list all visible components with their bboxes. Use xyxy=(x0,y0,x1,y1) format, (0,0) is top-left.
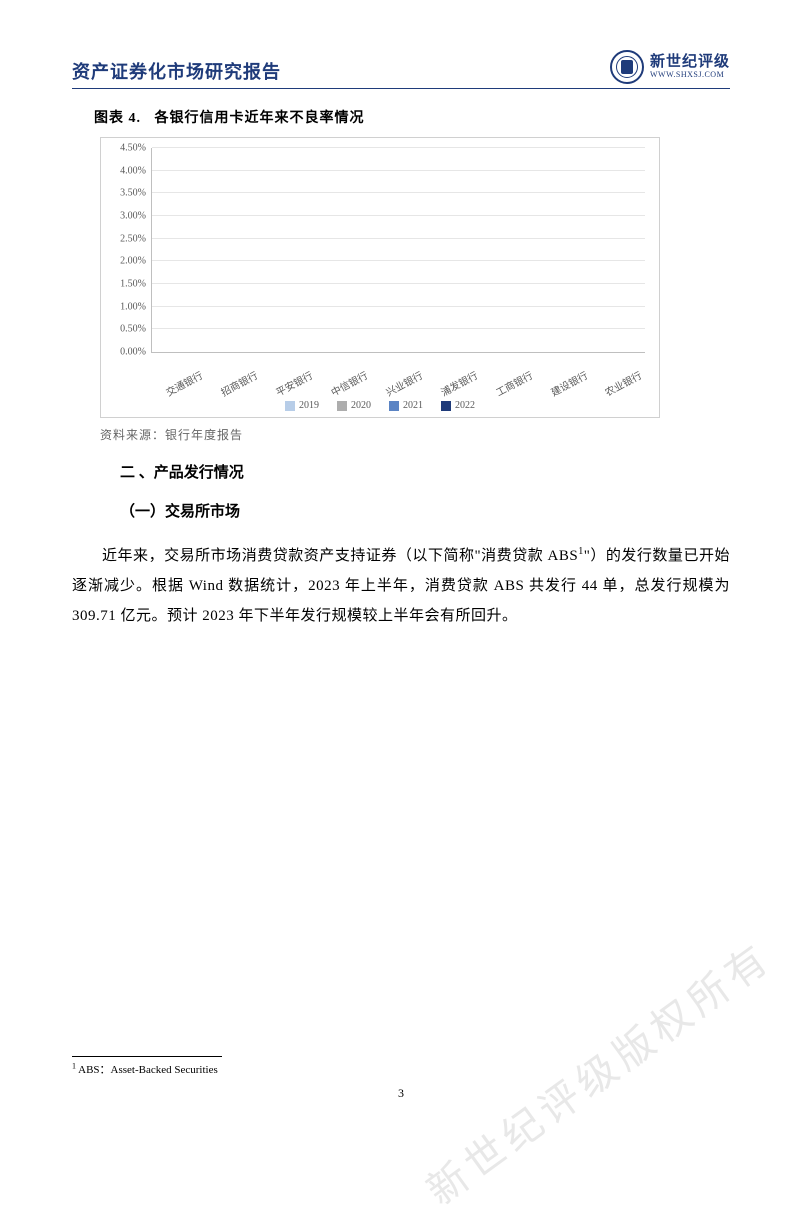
gridline xyxy=(152,306,645,307)
y-tick-label: 3.00% xyxy=(106,211,146,222)
gridline xyxy=(152,215,645,216)
legend-item: 2020 xyxy=(337,400,371,411)
x-tick-label: 农业银行 xyxy=(602,367,644,399)
watermark-text: 新世纪评级版权所有 xyxy=(413,926,782,1216)
legend-item: 2019 xyxy=(285,400,319,411)
gridline xyxy=(152,328,645,329)
footnote-rule xyxy=(72,1056,222,1057)
section-heading-2: 二 、产品发行情况 xyxy=(120,461,730,482)
gridline xyxy=(152,170,645,171)
y-tick-label: 1.50% xyxy=(106,279,146,290)
legend-label: 2022 xyxy=(455,400,475,411)
x-tick-label: 平安银行 xyxy=(273,367,315,399)
legend-item: 2021 xyxy=(389,400,423,411)
legend-label: 2021 xyxy=(403,400,423,411)
section-heading-3: （一）交易所市场 xyxy=(120,500,730,521)
y-tick-label: 3.50% xyxy=(106,188,146,199)
y-tick-label: 2.50% xyxy=(106,233,146,244)
legend-swatch-icon xyxy=(337,401,347,411)
y-tick-label: 1.00% xyxy=(106,301,146,312)
legend-item: 2022 xyxy=(441,400,475,411)
figure-caption: 图表 4. 各银行信用卡近年来不良率情况 xyxy=(94,107,730,127)
y-tick-label: 2.00% xyxy=(106,256,146,267)
figure-title-text: 各银行信用卡近年来不良率情况 xyxy=(155,111,365,126)
chart-legend: 2019 2020 2021 2022 xyxy=(109,400,651,411)
x-axis-labels: 交通银行招商银行平安银行中信银行兴业银行浦发银行工商银行建设银行农业银行 xyxy=(151,359,645,374)
legend-swatch-icon xyxy=(389,401,399,411)
x-tick-label: 工商银行 xyxy=(492,367,534,399)
footnote: 1 ABS：Asset-Backed Securities xyxy=(72,1061,218,1077)
page-number: 3 xyxy=(0,1086,802,1101)
body-paragraph: 近年来，交易所市场消费贷款资产支持证券（以下简称"消费贷款 ABS1"）的发行数… xyxy=(72,541,730,631)
logo-seal-icon xyxy=(610,50,644,84)
report-title: 资产证券化市场研究报告 xyxy=(72,58,281,84)
brand-logo: 新世纪评级 WWW.SHXSJ.COM xyxy=(610,50,730,84)
gridline xyxy=(152,283,645,284)
gridline xyxy=(152,192,645,193)
gridline xyxy=(152,260,645,261)
legend-label: 2020 xyxy=(351,400,371,411)
y-tick-label: 4.50% xyxy=(106,143,146,154)
x-tick-label: 兴业银行 xyxy=(383,367,425,399)
logo-text-sub: WWW.SHXSJ.COM xyxy=(650,71,730,80)
y-tick-label: 0.50% xyxy=(106,324,146,335)
x-tick-label: 中信银行 xyxy=(328,367,370,399)
paragraph-text-pre: 近年来，交易所市场消费贷款资产支持证券（以下简称"消费贷款 ABS xyxy=(102,548,578,564)
legend-label: 2019 xyxy=(299,400,319,411)
x-tick-label: 交通银行 xyxy=(163,367,205,399)
x-tick-label: 浦发银行 xyxy=(437,367,479,399)
gridline xyxy=(152,147,645,148)
x-tick-label: 建设银行 xyxy=(547,367,589,399)
chart-plot-area: 0.00%0.50%1.00%1.50%2.00%2.50%3.00%3.50%… xyxy=(151,148,645,353)
figure-label: 图表 4. xyxy=(94,111,141,126)
footnote-text: ABS：Asset-Backed Securities xyxy=(76,1064,218,1076)
gridline xyxy=(152,238,645,239)
page-header: 资产证券化市场研究报告 新世纪评级 WWW.SHXSJ.COM xyxy=(72,50,730,89)
bar-groups xyxy=(152,148,645,352)
y-tick-label: 4.00% xyxy=(106,165,146,176)
legend-swatch-icon xyxy=(285,401,295,411)
logo-text-main: 新世纪评级 xyxy=(650,54,730,71)
data-source: 资料来源：银行年度报告 xyxy=(100,426,730,443)
x-tick-label: 招商银行 xyxy=(218,367,260,399)
chart-container: 0.00% 0.50% 1.00% 1.50% 2.00% 2.50% 3.00% 3.50%… xyxy=(100,137,660,418)
legend-swatch-icon xyxy=(441,401,451,411)
y-tick-label: 0.00% xyxy=(106,347,146,358)
logo-text: 新世纪评级 WWW.SHXSJ.COM xyxy=(650,54,730,79)
